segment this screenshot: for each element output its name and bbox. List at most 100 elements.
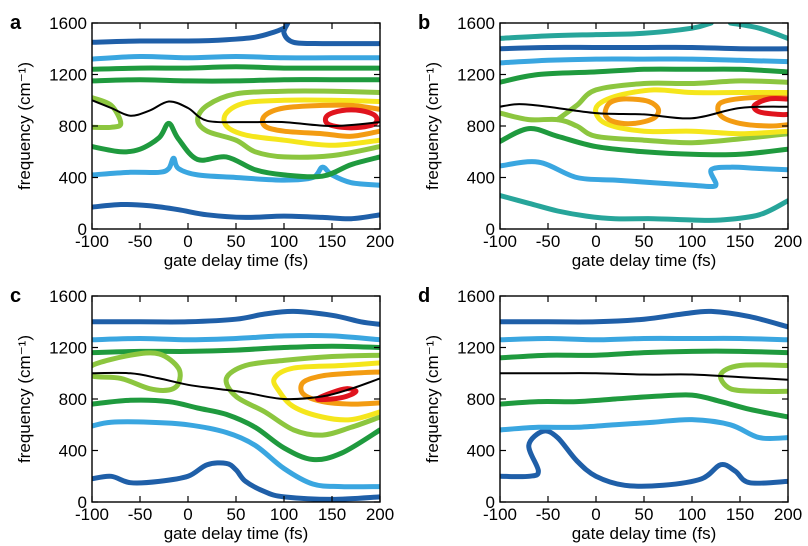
contour-line-green-5 [500, 348, 788, 361]
contour-line-orange-11 [602, 96, 662, 127]
contour-line-sky-4 [500, 159, 788, 190]
x-tick-label: 200 [774, 505, 802, 524]
contour-line-navy-2 [281, 23, 380, 47]
contour-line-yellow-8 [271, 360, 380, 423]
contour-line-lime-7 [223, 352, 380, 438]
contour-line-green-6 [500, 126, 788, 158]
y-tick-label: 800 [467, 390, 495, 409]
contour-line-navy-1 [500, 308, 788, 330]
contour-line-yellow-10 [221, 97, 380, 148]
contour-line-sky-2 [500, 417, 788, 442]
contour-line-green-6 [92, 77, 380, 84]
x-tick-label: 0 [183, 505, 192, 524]
contour-line-sky-3 [92, 333, 380, 343]
contour-line-navy-0 [92, 201, 380, 222]
contour-line-sky-4 [92, 53, 380, 62]
x-tick-label: -50 [536, 232, 561, 251]
panel-letter: d [418, 285, 430, 307]
y-axis-label: frequency (cm⁻¹) [423, 62, 442, 190]
y-tick-label: 400 [467, 442, 495, 461]
x-tick-label: 150 [726, 232, 754, 251]
x-tick-label: 0 [183, 232, 192, 251]
ridge-line [92, 99, 380, 127]
contour-line-orange-12 [715, 94, 788, 129]
x-tick-label: 50 [635, 232, 654, 251]
x-tick-label: 200 [774, 232, 802, 251]
y-tick-label: 800 [467, 117, 495, 136]
x-tick-label: 100 [678, 505, 706, 524]
contour-line-red-12 [322, 107, 380, 131]
contour-area [92, 23, 380, 222]
contour-line-navy-1 [92, 308, 380, 327]
contour-line-lime-6 [92, 350, 183, 393]
x-tick-label: 100 [270, 505, 298, 524]
contour-line-green-5 [92, 343, 380, 356]
y-tick-label: 1200 [49, 339, 87, 358]
y-tick-label: 1600 [457, 14, 495, 33]
x-axis-label: gate delay time (fs) [164, 251, 309, 270]
y-axis-label: frequency (cm⁻¹) [15, 62, 34, 190]
y-tick-label: 0 [78, 493, 87, 512]
x-tick-label: 0 [591, 232, 600, 251]
x-tick-label: -50 [536, 505, 561, 524]
contour-line-navy-3 [500, 44, 788, 52]
y-tick-label: 800 [59, 390, 87, 409]
x-tick-label: -50 [128, 232, 153, 251]
contour-line-teal-1 [500, 23, 714, 41]
y-axis-label: frequency (cm⁻¹) [15, 335, 34, 463]
panel-c: -100 -50 0 50 100 150 200 0 400 800 1200 1600 gate d… [10, 285, 394, 543]
contour-line-lime-8 [500, 110, 788, 146]
contour-line-green-4 [500, 392, 788, 420]
y-tick-label: 1200 [457, 66, 495, 85]
x-tick-label: -50 [128, 505, 153, 524]
contour-line-navy-0 [92, 460, 380, 502]
y-tick-label: 1600 [457, 287, 495, 306]
y-axis-label: frequency (cm⁻¹) [423, 335, 442, 463]
contour-line-green-7 [92, 64, 380, 72]
y-tick-label: 400 [467, 169, 495, 188]
x-tick-label: 200 [366, 505, 394, 524]
y-tick-label: 1200 [457, 339, 495, 358]
panel-b: -100 -50 0 50 100 150 200 0 400 800 1200 1600 gate d… [418, 12, 802, 270]
y-tick-label: 800 [59, 117, 87, 136]
contour-line-green-7 [500, 66, 788, 85]
x-tick-label: -100 [483, 505, 517, 524]
panel-a: -100 -50 0 50 100 150 200 0 400 800 1200 1600 gate d… [10, 12, 394, 270]
contour-line-lime-9 [555, 78, 788, 123]
ridge-line [500, 103, 788, 120]
x-axis-label: gate delay time (fs) [164, 524, 309, 543]
x-tick-label: 150 [318, 505, 346, 524]
contour-line-lime-8 [92, 95, 124, 131]
contour-line-green-5 [92, 120, 380, 180]
contour-line-navy-1 [92, 25, 287, 45]
panel-d: -100 -50 0 50 100 150 200 0 400 800 1200 1600 gate d… [418, 285, 802, 543]
contour-line-sky-3 [500, 335, 788, 343]
contour-area [500, 23, 788, 223]
y-tick-label: 400 [59, 169, 87, 188]
x-tick-label: 0 [591, 505, 600, 524]
x-tick-label: 50 [635, 505, 654, 524]
contour-line-sky-5 [500, 56, 788, 66]
contour-line-lime-6 [718, 362, 788, 394]
x-axis-label: gate delay time (fs) [572, 524, 717, 543]
y-tick-label: 0 [486, 220, 495, 239]
contour-line-lime-9 [195, 88, 380, 160]
ridge-line [92, 371, 380, 401]
contour-line-red-10 [315, 386, 359, 403]
x-tick-label: -100 [75, 505, 109, 524]
contour-line-teal-2 [727, 23, 788, 41]
contour-line-orange-9 [298, 369, 380, 407]
y-tick-label: 1200 [49, 66, 87, 85]
contour-line-red-13 [751, 96, 788, 118]
y-tick-label: 1600 [49, 14, 87, 33]
x-tick-label: 150 [318, 232, 346, 251]
x-axis-label: gate delay time (fs) [572, 251, 717, 270]
x-tick-label: 50 [227, 232, 246, 251]
panel-letter: a [10, 12, 22, 34]
contour-line-navy-0 [500, 428, 788, 489]
x-tick-label: 50 [227, 505, 246, 524]
x-tick-label: -100 [483, 232, 517, 251]
panel-letter: b [418, 12, 430, 34]
contour-line-green-4 [92, 397, 380, 463]
